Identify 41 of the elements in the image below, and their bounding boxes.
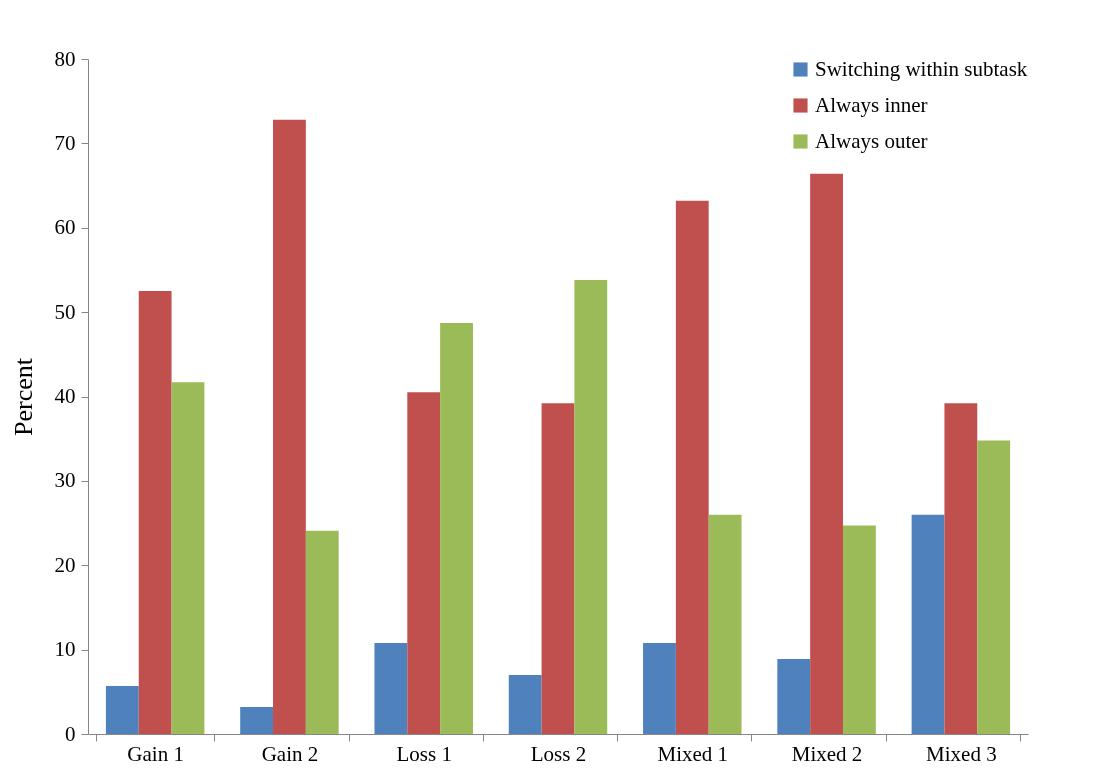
bar: [440, 323, 473, 734]
y-tick-label: 70: [54, 130, 76, 155]
bar: [574, 280, 608, 734]
bar: [643, 642, 676, 734]
bar: [675, 200, 709, 734]
x-tick-label: Mixed 3: [926, 741, 997, 766]
legend-label: Always inner: [815, 92, 928, 117]
legend-label: Always outer: [815, 128, 928, 153]
x-tick-label: Gain 2: [261, 741, 319, 766]
legend-label: Switching within subtask: [815, 56, 1028, 81]
x-tick-label: Gain 1: [127, 741, 184, 766]
bar: [240, 707, 274, 734]
bar: [171, 382, 205, 734]
x-tick-label: Loss 2: [530, 741, 587, 766]
y-tick-label: 60: [54, 215, 76, 240]
bar: [777, 658, 811, 734]
y-axis-title: Percent: [8, 357, 38, 436]
y-tick-label: 50: [54, 299, 76, 324]
bar: [842, 525, 876, 734]
x-tick-label: Loss 1: [396, 741, 452, 766]
bar: [911, 514, 945, 734]
bar: [138, 291, 172, 734]
x-tick-label: Mixed 1: [657, 741, 729, 766]
bar: [977, 440, 1011, 734]
y-tick-label: 30: [54, 468, 76, 493]
bar: [374, 642, 408, 734]
bar: [810, 173, 843, 734]
y-tick-label: 10: [54, 637, 76, 662]
bar: [508, 674, 542, 734]
y-tick-label: 40: [54, 384, 76, 408]
bar: [105, 685, 139, 734]
x-tick-label: Mixed 2: [791, 741, 863, 766]
bar: [708, 514, 742, 734]
bar: [541, 403, 575, 734]
y-tick-label: 20: [54, 552, 76, 577]
bar: [273, 119, 306, 734]
bar: [407, 392, 441, 734]
bar: [305, 530, 339, 734]
y-tick-label: 0: [65, 721, 76, 746]
bar: [944, 403, 978, 734]
y-tick-label: 80: [54, 46, 76, 71]
